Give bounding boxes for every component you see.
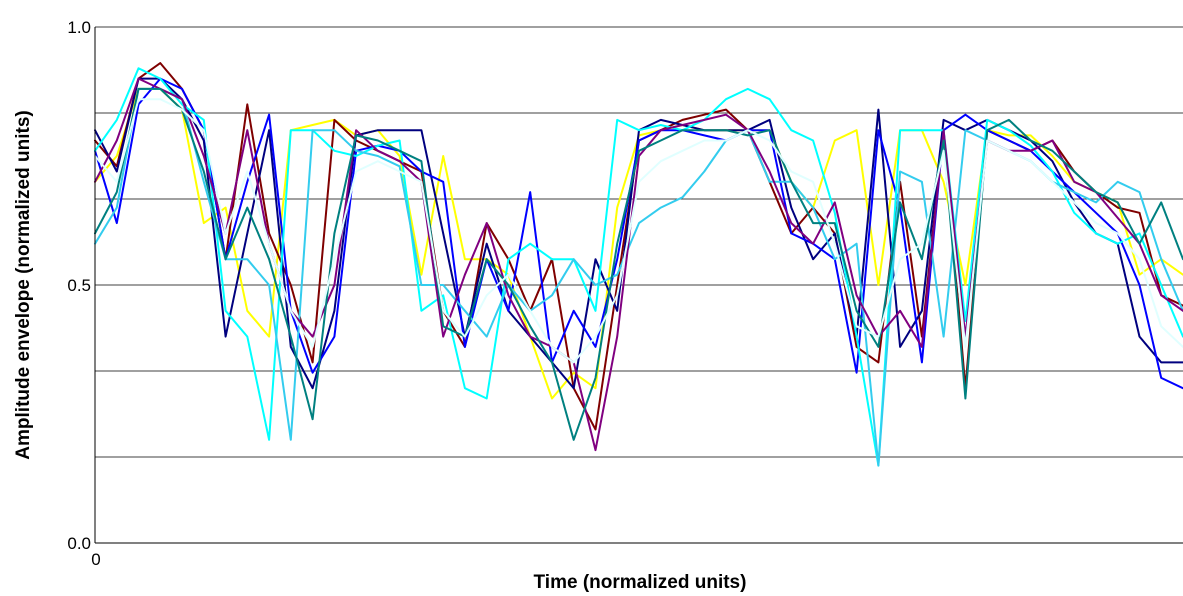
series-line-8 [94,98,1183,364]
x-tick-labels: 0 [91,550,100,569]
y-tick-label-1: 0.5 [67,276,91,295]
x-tick-label-0: 0 [91,550,100,569]
series-line-4 [94,67,1183,467]
x-axis-title: Time (normalized units) [534,572,747,593]
y-tick-label-2: 1.0 [67,18,91,37]
series-lines [94,62,1183,467]
series-line-7 [94,87,1183,441]
series-line-3 [94,77,1183,390]
series-line-1 [94,62,1183,431]
y-tick-label-0: 0.0 [67,534,91,553]
y-tick-labels: 0.0 0.5 1.0 [67,18,91,553]
y-axis-title: Amplitude envelope (normalized units) [13,110,34,459]
